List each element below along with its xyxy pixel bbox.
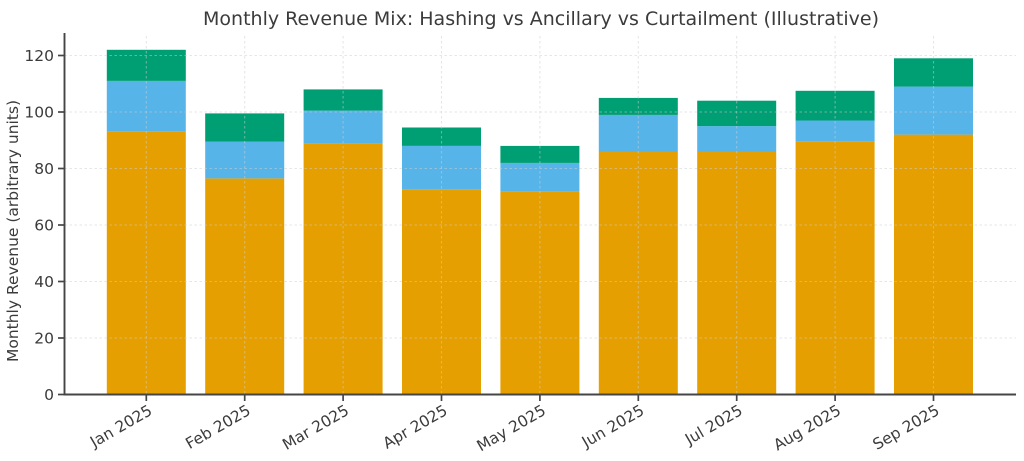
y-tick-label: 40 xyxy=(34,273,54,291)
bar-segment-curtailment xyxy=(303,89,383,111)
x-tick-label: Sep 2025 xyxy=(870,401,943,453)
y-tick-label: 80 xyxy=(34,160,54,178)
x-tick-label: Mar 2025 xyxy=(279,401,352,453)
x-tick-label: Feb 2025 xyxy=(182,401,253,453)
x-tick-label: Jul 2025 xyxy=(681,401,745,449)
bar-segment-curtailment xyxy=(795,90,875,121)
bar-segment-hashing xyxy=(894,134,973,395)
y-tick-label: 60 xyxy=(34,217,54,235)
grid-layer xyxy=(64,36,1016,395)
x-tick-label: Jun 2025 xyxy=(578,401,647,451)
chart-title: Monthly Revenue Mix: Hashing vs Ancillar… xyxy=(203,8,879,30)
x-tick-label: Aug 2025 xyxy=(770,401,844,454)
bar-segment-curtailment xyxy=(500,145,580,163)
y-tick-label: 0 xyxy=(44,386,54,404)
y-tick-label: 20 xyxy=(34,330,54,348)
x-tick-label: May 2025 xyxy=(474,401,549,455)
y-axis-label: Monthly Revenue (arbitrary units) xyxy=(4,100,22,362)
x-tick-label: Jan 2025 xyxy=(86,401,155,451)
y-tick-label: 120 xyxy=(24,47,54,65)
x-tick-label: Apr 2025 xyxy=(380,401,451,452)
y-tick-label: 100 xyxy=(24,104,54,122)
